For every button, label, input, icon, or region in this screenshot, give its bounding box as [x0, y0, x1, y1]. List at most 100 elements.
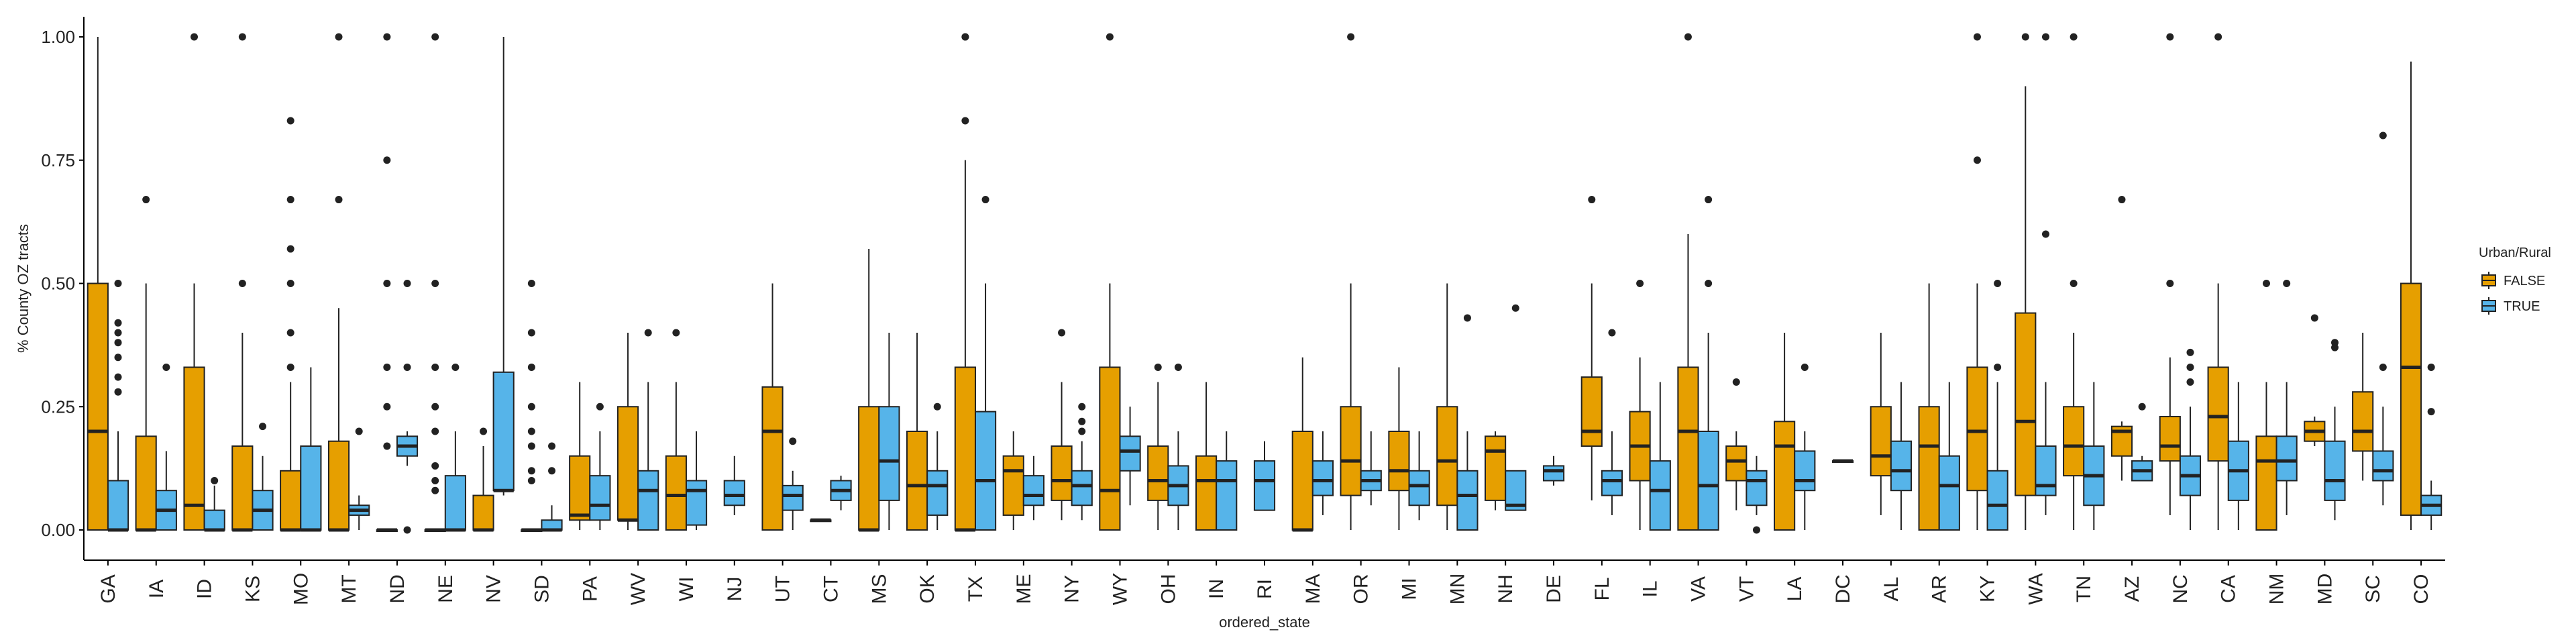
box-sc-false [2352, 333, 2374, 481]
box-md-false [2304, 314, 2326, 447]
outlier-point [2070, 280, 2078, 287]
box-in-true [1216, 431, 1238, 531]
x-tick-label-dc: DC [1832, 574, 1854, 603]
box-mi-true [1408, 431, 1430, 521]
outlier-point [238, 280, 246, 287]
box-mt-true [348, 427, 370, 530]
outlier-point [114, 280, 122, 287]
box-il-true [1649, 382, 1671, 531]
box-iqr [761, 386, 784, 531]
x-tick-label-ut: UT [772, 576, 794, 602]
outlier-point [383, 33, 391, 41]
box-iqr [492, 371, 515, 492]
box-iqr [1253, 460, 1276, 511]
box-pa-false [569, 382, 591, 530]
outlier-point [1994, 363, 2002, 371]
outlier-point [431, 402, 439, 411]
outlier-point [383, 156, 391, 164]
box-mn-false [1436, 283, 1458, 530]
outlier-point [1636, 280, 1644, 287]
box-ky-false [1966, 33, 1988, 530]
box-ne-false [424, 33, 446, 532]
outlier-point [933, 402, 941, 411]
box-az-true [2131, 402, 2153, 482]
y-tick-label: 0.75 [41, 150, 75, 170]
box-iqr [1966, 366, 1988, 492]
box-iqr [954, 366, 976, 531]
box-iqr [1774, 421, 1796, 531]
outlier-point [1608, 329, 1616, 337]
x-tick-label-va: VA [1688, 576, 1710, 602]
outlier-point [431, 280, 439, 287]
box-oh-true [1167, 363, 1189, 530]
box-iqr [1677, 366, 1699, 531]
x-tick-label-ks: KS [241, 576, 264, 602]
outlier-point [981, 196, 989, 204]
y-ticks: 0.00 0.25 0.50 0.75 1.00 [41, 27, 84, 540]
x-tick-label-fl: FL [1591, 577, 1613, 600]
box-wy-true [1119, 407, 1141, 506]
x-tick-label-pa: PA [579, 576, 601, 602]
box-iqr [1216, 460, 1238, 531]
outlier-point [431, 363, 439, 371]
box-iqr [2372, 450, 2394, 482]
outlier-point [142, 196, 150, 204]
x-tick-label-ca: CA [2218, 575, 2240, 603]
box-la-true [1794, 363, 1816, 530]
box-or-false [1340, 33, 1362, 530]
outlier-point [2427, 408, 2435, 416]
box-mt-false [327, 33, 350, 532]
box-ma-false [1291, 357, 1313, 532]
box-iqr [135, 435, 157, 531]
outlier-point [162, 363, 170, 371]
box-or-true [1360, 431, 1382, 506]
legend-item-true: TRUE [2480, 297, 2540, 315]
box-iqr [1311, 460, 1334, 496]
x-tick-label-mi: MI [1399, 578, 1421, 600]
box-nv-true [492, 37, 515, 496]
box-id-true [203, 477, 225, 532]
box-iqr [1340, 406, 1362, 496]
box-ny-true [1071, 402, 1093, 521]
box-oh-false [1147, 363, 1169, 530]
box-mi-false [1388, 367, 1410, 530]
legend-label: TRUE [2504, 299, 2540, 314]
outlier-point [2262, 280, 2270, 287]
box-iqr [926, 470, 949, 516]
x-tick-label-ne: NE [435, 575, 457, 603]
outlier-point [403, 363, 411, 371]
box-iqr [327, 440, 350, 531]
box-ia-false [135, 196, 157, 532]
box-co-false [2400, 61, 2422, 530]
outlier-point [1973, 156, 1981, 164]
x-tick-label-sc: SC [2362, 575, 2384, 603]
x-tick-label-ma: MA [1302, 574, 1324, 604]
x-tick-label-ar: AR [1929, 575, 1951, 603]
x-axis-title: ordered_state [1219, 614, 1310, 631]
box-wa-false [2015, 33, 2037, 530]
box-de-true [1542, 455, 1565, 486]
box-co-true [2420, 363, 2443, 530]
box-iqr [685, 480, 708, 526]
x-tick-label-nc: NC [2169, 574, 2192, 603]
outlier-point [1705, 280, 1713, 287]
x-tick-label-ms: MS [868, 574, 890, 604]
box-vt-true [1746, 455, 1768, 534]
box-ny-false [1051, 329, 1073, 521]
box-tx-true [974, 196, 997, 531]
box-wi-false [665, 329, 687, 531]
outlier-point [1347, 33, 1355, 41]
box-iqr [1147, 445, 1169, 501]
box-mo-false [280, 117, 302, 532]
outlier-point [1078, 427, 1086, 435]
x-tick-label-wi: WI [676, 577, 698, 602]
box-tn-false [2063, 33, 2085, 530]
outlier-point [383, 402, 391, 411]
outlier-point [1588, 196, 1596, 204]
outlier-point [114, 388, 122, 396]
outlier-point [431, 462, 439, 470]
outlier-point [114, 373, 122, 381]
box-iqr [1986, 470, 2008, 531]
box-ca-false [2207, 33, 2229, 530]
box-wv-true [637, 329, 659, 531]
